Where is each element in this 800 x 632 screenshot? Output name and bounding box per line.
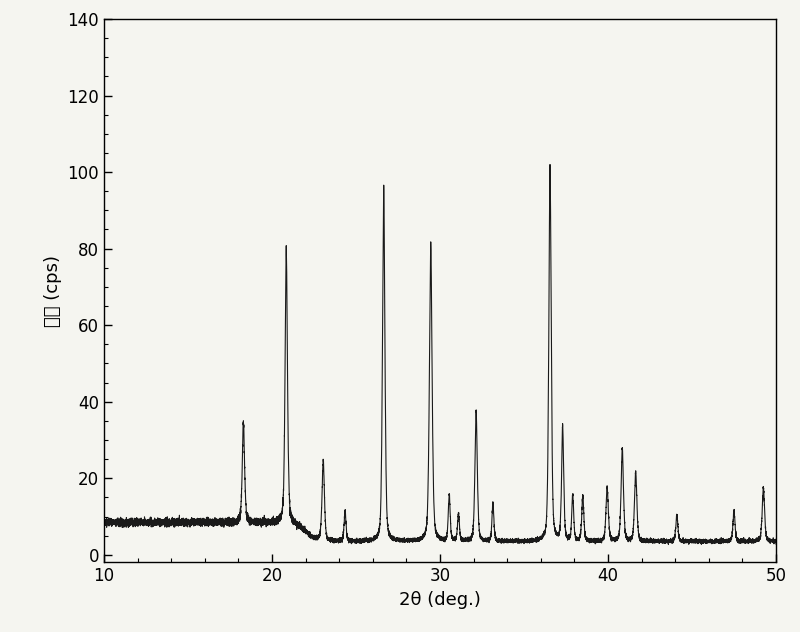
Y-axis label: 強度 (cps): 強度 (cps): [44, 255, 62, 327]
X-axis label: 2θ (deg.): 2θ (deg.): [399, 591, 481, 609]
